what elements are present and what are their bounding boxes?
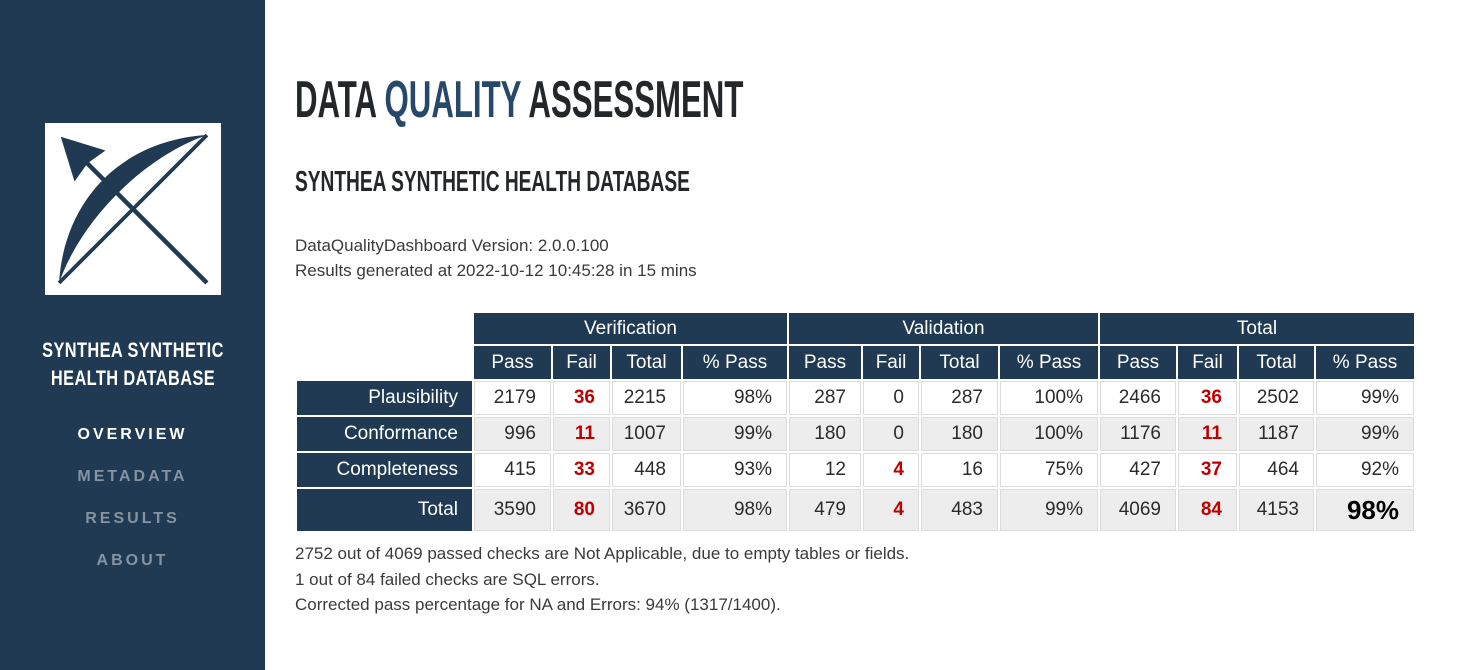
page-title: DATA QUALITY ASSESSMENT xyxy=(295,70,1004,130)
table-cell: 99% xyxy=(683,417,787,451)
table-cell: 996 xyxy=(474,417,551,451)
page-title-prefix: DATA xyxy=(295,71,376,129)
footnote-na: 2752 out of 4069 passed checks are Not A… xyxy=(295,544,910,563)
table-cell: 99% xyxy=(1316,417,1414,451)
table-cell: 93% xyxy=(683,453,787,487)
table-cell: 98% xyxy=(683,381,787,415)
table-cell: 464 xyxy=(1239,453,1314,487)
table-cell: 415 xyxy=(474,453,551,487)
summary-table: Verification Validation Total Pass Fail To… xyxy=(295,311,1416,533)
column-header: Pass xyxy=(474,346,551,379)
subheader-row: Pass Fail Total% Pass Pass Fail Total% Pass Pa… xyxy=(297,346,1414,379)
table-cell: 100% xyxy=(1000,417,1098,451)
table-cell: 479 xyxy=(789,489,861,531)
table-cell: 92% xyxy=(1316,453,1414,487)
row-label: Total xyxy=(297,489,472,531)
column-header: Pass xyxy=(1100,346,1176,379)
generated-line: Results generated at 2022-10-12 10:45:28… xyxy=(295,261,697,280)
table-cell: 3590 xyxy=(474,489,551,531)
table-cell: 33 xyxy=(553,453,610,487)
table-cell: 36 xyxy=(553,381,610,415)
table-cell: 4069 xyxy=(1100,489,1176,531)
sidebar: SYNTHEA SYNTHETIC HEALTH DATABASE OVERVI… xyxy=(0,0,265,670)
sidebar-item-metadata[interactable]: METADATA xyxy=(77,467,188,485)
table-cell: 180 xyxy=(789,417,861,451)
table-cell: 1007 xyxy=(612,417,681,451)
column-header: Total xyxy=(921,346,998,379)
table-row: Total 3590 80 3670 98% 479 4 483 99% 4069 84 4153 98… xyxy=(297,489,1414,531)
sidebar-item-results[interactable]: RESULTS xyxy=(85,509,180,527)
table-cell: 3670 xyxy=(612,489,681,531)
blank-corner-cell xyxy=(297,346,472,379)
table-row: Plausibility 2179 36 2215 98% 287 0 287 100% 2466… xyxy=(297,381,1414,415)
table-cell: 2466 xyxy=(1100,381,1176,415)
table-cell: 4153 xyxy=(1239,489,1314,531)
main-content: DATA QUALITY ASSESSMENT SYNTHEA SYNTHETI… xyxy=(265,0,1477,670)
table-cell: 4 xyxy=(863,453,919,487)
sidebar-item-overview[interactable]: OVERVIEW xyxy=(77,425,188,443)
column-header: % Pass xyxy=(1000,346,1098,379)
table-cell: 1176 xyxy=(1100,417,1176,451)
table-cell: 36 xyxy=(1178,381,1237,415)
table-cell: 16 xyxy=(921,453,998,487)
column-group-verification: Verification xyxy=(474,313,787,344)
footnote-corrected-pct: Corrected pass percentage for NA and Err… xyxy=(295,595,781,614)
table-cell: 12 xyxy=(789,453,861,487)
table-cell: 448 xyxy=(612,453,681,487)
meta-block: DataQualityDashboard Version: 2.0.0.100 … xyxy=(295,233,1477,283)
page-title-suffix: ASSESSMENT xyxy=(528,71,744,129)
row-label: Completeness xyxy=(297,453,472,487)
table-cell: 2179 xyxy=(474,381,551,415)
column-header: Total xyxy=(1239,346,1314,379)
table-cell: 483 xyxy=(921,489,998,531)
table-cell: 99% xyxy=(1316,381,1414,415)
row-label: Conformance xyxy=(297,417,472,451)
table-row: Completeness 415 33 448 93% 12 4 16 75% 427 37 464 9… xyxy=(297,453,1414,487)
footnotes: 2752 out of 4069 passed checks are Not A… xyxy=(295,541,1477,618)
table-cell: 2215 xyxy=(612,381,681,415)
group-header-row: Verification Validation Total xyxy=(297,313,1414,344)
table-cell: 0 xyxy=(863,417,919,451)
footnote-sql-errors: 1 out of 84 failed checks are SQL errors… xyxy=(295,569,600,589)
column-header: Fail xyxy=(863,346,919,379)
table-cell: 80 xyxy=(553,489,610,531)
database-subtitle: SYNTHEA SYNTHETIC HEALTH DATABASE xyxy=(295,166,690,198)
table-cell: 1187 xyxy=(1239,417,1314,451)
table-cell: 2502 xyxy=(1239,381,1314,415)
sidebar-database-name: SYNTHEA SYNTHETIC HEALTH DATABASE xyxy=(41,339,224,391)
column-group-validation: Validation xyxy=(789,313,1098,344)
row-label: Plausibility xyxy=(297,381,472,415)
table-cell: 0 xyxy=(863,381,919,415)
sidebar-item-about[interactable]: ABOUT xyxy=(96,551,169,569)
table-cell: 98% xyxy=(1316,489,1414,531)
table-cell: 84 xyxy=(1178,489,1237,531)
table-cell: 427 xyxy=(1100,453,1176,487)
version-line: DataQualityDashboard Version: 2.0.0.100 xyxy=(295,236,609,255)
table-cell: 11 xyxy=(1178,417,1237,451)
column-header: % Pass xyxy=(1316,346,1414,379)
table-cell: 37 xyxy=(1178,453,1237,487)
sidebar-nav: OVERVIEW METADATA RESULTS ABOUT xyxy=(0,414,265,582)
table-cell: 100% xyxy=(1000,381,1098,415)
column-header: % Pass xyxy=(683,346,787,379)
table-cell: 99% xyxy=(1000,489,1098,531)
column-header: Fail xyxy=(1178,346,1237,379)
table-cell: 98% xyxy=(683,489,787,531)
column-header: Pass xyxy=(789,346,861,379)
page-title-highlight: QUALITY xyxy=(384,71,521,129)
table-cell: 287 xyxy=(789,381,861,415)
column-header: Total xyxy=(612,346,681,379)
blank-corner-cell xyxy=(297,313,472,344)
table-row: Conformance 996 11 1007 99% 180 0 180 100% 1176 11… xyxy=(297,417,1414,451)
column-group-total: Total xyxy=(1100,313,1414,344)
table-cell: 75% xyxy=(1000,453,1098,487)
table-cell: 11 xyxy=(553,417,610,451)
table-cell: 287 xyxy=(921,381,998,415)
column-header: Fail xyxy=(553,346,610,379)
dqd-bow-arrow-logo-icon xyxy=(44,123,221,295)
table-cell: 4 xyxy=(863,489,919,531)
table-cell: 180 xyxy=(921,417,998,451)
